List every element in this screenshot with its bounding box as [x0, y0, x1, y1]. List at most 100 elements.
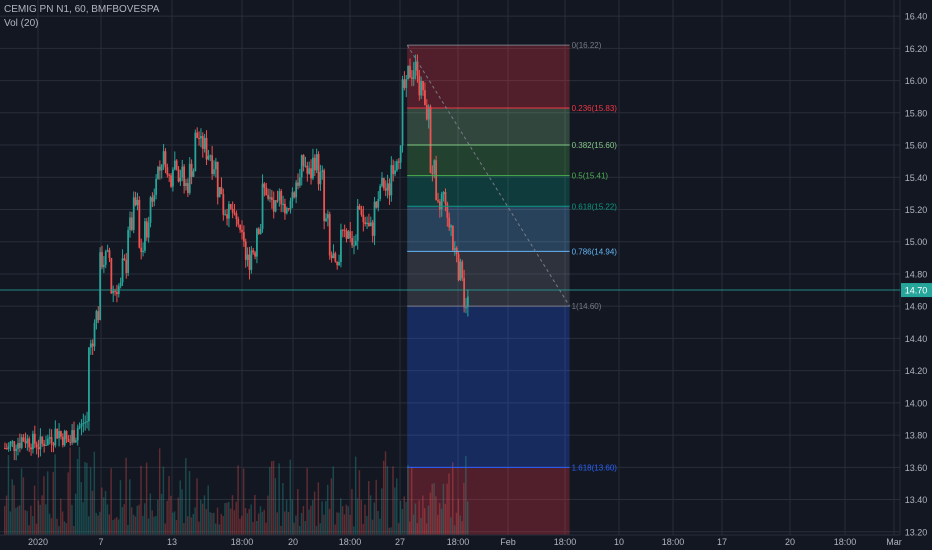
volume-bar — [200, 499, 202, 535]
candle-body — [407, 65, 410, 80]
volume-bar — [18, 505, 21, 535]
candle-body — [106, 250, 109, 252]
candle-body — [175, 160, 178, 170]
candle-body — [399, 145, 402, 163]
volume-bar — [93, 451, 96, 535]
volume-bar — [211, 513, 213, 535]
price-axis-tick: 15.20 — [905, 205, 928, 215]
candle-body — [270, 197, 273, 200]
price-axis-tick: 14.80 — [905, 269, 928, 279]
volume-bar — [265, 522, 267, 535]
volume-bar — [278, 463, 280, 535]
candle-body — [257, 228, 260, 234]
time-axis-tick: 7 — [98, 537, 103, 547]
volume-bar — [285, 499, 288, 535]
volume-bar — [88, 516, 90, 535]
candle-body — [50, 437, 53, 444]
volume-bar — [129, 479, 131, 535]
candle-body — [388, 183, 391, 196]
candle-body — [440, 194, 443, 210]
candle-body — [104, 251, 107, 265]
volume-bar — [293, 522, 295, 535]
time-axis-tick: 20 — [288, 537, 298, 547]
time-axis-tick: 18:00 — [231, 537, 254, 547]
volume-bar — [412, 514, 415, 535]
volume-bar — [89, 467, 92, 535]
volume-bar — [108, 514, 110, 535]
volume-bar — [242, 468, 245, 535]
candle-body — [41, 436, 44, 444]
candle-body — [246, 254, 249, 260]
candle-body — [28, 438, 31, 448]
volume-bar — [160, 493, 163, 535]
time-axis-tick: 13 — [167, 537, 177, 547]
candle-body — [442, 192, 445, 195]
candle-body — [261, 183, 264, 229]
candle-body — [298, 177, 301, 186]
volume-bar — [304, 521, 306, 535]
candle-body — [11, 441, 14, 443]
volume-bar — [183, 523, 185, 535]
candle-body — [420, 81, 423, 96]
candle-body — [422, 81, 424, 91]
volume-bar — [162, 466, 165, 535]
volume-bar — [282, 483, 284, 535]
volume-bar — [297, 489, 299, 535]
candle-body — [284, 203, 286, 214]
candle-body — [5, 448, 8, 450]
volume-bar — [405, 501, 407, 535]
volume-bar — [46, 471, 49, 535]
volume-bar — [140, 465, 142, 535]
candle-body — [37, 447, 40, 450]
volume-bar — [425, 523, 428, 535]
volume-bar — [61, 511, 64, 535]
volume-bar — [164, 523, 166, 535]
volume-bar — [366, 516, 368, 535]
time-axis-tick: Mar — [886, 537, 902, 547]
candle-body — [140, 247, 143, 253]
candle-body — [401, 79, 404, 146]
volume-bar — [132, 514, 135, 535]
candle-body — [196, 132, 199, 139]
fib-level-label: 0.618(15.22) — [572, 202, 618, 211]
candle-body — [368, 222, 370, 227]
volume-bar — [360, 499, 362, 535]
candle-body — [155, 178, 158, 195]
volume-bar — [332, 466, 334, 535]
fib-retracement-lines[interactable]: 0(16.22) 0.236(15.83) 0.382(15.60) 0.5(15.4… — [406, 41, 618, 472]
volume-bar — [364, 504, 366, 535]
candle-body — [26, 438, 29, 444]
candle-body — [61, 436, 64, 446]
candle-body — [129, 217, 131, 230]
candle-body — [248, 254, 251, 270]
volume-bar — [343, 514, 346, 535]
fib-level-label: 0(16.22) — [572, 41, 602, 50]
price-axis[interactable]: 16.40 16.20 16.00 15.80 15.60 15.40 15.20 15.00… — [899, 0, 928, 537]
volume-bar — [390, 527, 392, 535]
candle-body — [177, 169, 180, 182]
candle-body — [461, 261, 464, 279]
volume-bar — [422, 495, 424, 535]
volume-bar — [328, 508, 331, 535]
candle-body — [321, 170, 324, 172]
current-price-badge — [901, 283, 932, 298]
volume-bar — [185, 458, 187, 535]
volume-bar — [399, 500, 402, 535]
candle-body — [392, 165, 395, 174]
candle-body — [375, 201, 378, 208]
candle-body — [453, 247, 456, 251]
candle-body — [312, 157, 314, 179]
volume-bar — [20, 468, 23, 535]
candle-body — [325, 218, 327, 222]
candle-body — [349, 231, 352, 239]
candle-body — [134, 197, 137, 206]
volume-bar — [69, 447, 71, 535]
candle-body — [340, 229, 342, 263]
volume-bar — [65, 523, 68, 535]
time-axis[interactable]: 2020 7 13 18:00 20 18:00 27 18:00 Feb 18:00 10 18:0… — [0, 534, 902, 547]
volume-bar — [334, 524, 336, 535]
volume-bar — [35, 523, 38, 535]
volume-bar — [91, 490, 94, 535]
volume-bar — [198, 521, 200, 535]
